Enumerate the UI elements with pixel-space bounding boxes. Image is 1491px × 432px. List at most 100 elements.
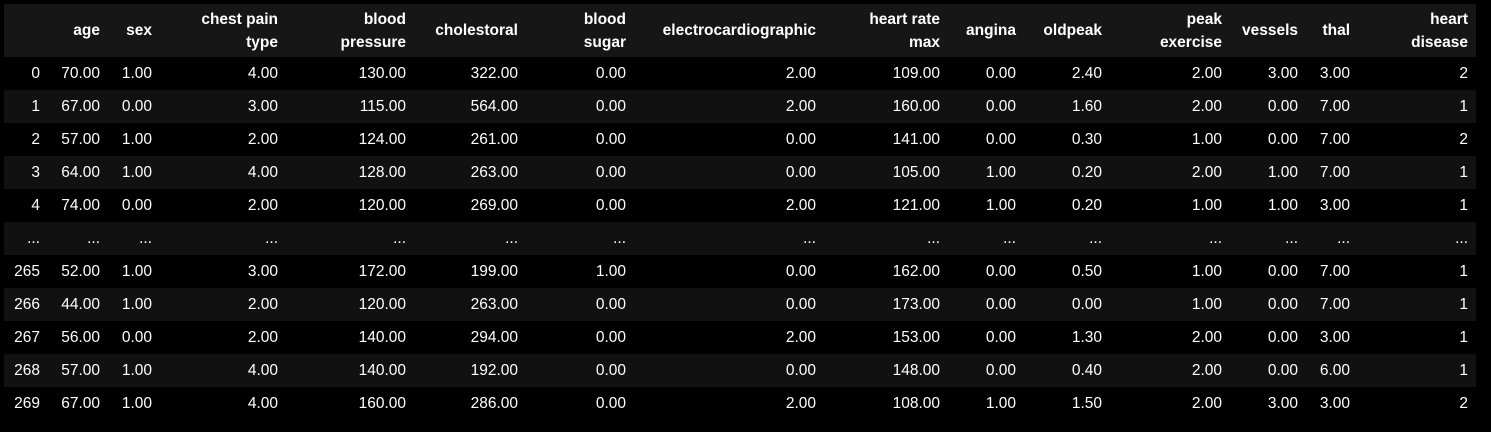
- table-cell: 115.00: [359, 97, 406, 115]
- table-cell: 2.00: [247, 328, 278, 346]
- table-cell: 1.00: [985, 196, 1016, 214]
- table-cell: 1.50: [1071, 394, 1102, 412]
- table-cell: 3.00: [1267, 64, 1298, 82]
- table-cell: 0.00: [785, 163, 816, 181]
- table-cell: 0.00: [985, 64, 1016, 82]
- table-cell: 74.00: [61, 196, 100, 214]
- table-row: 267 56.00 0.00 2.00 140.00 294.00 0.00 2.00 153.…: [4, 321, 1476, 354]
- table-cell: 7.00: [1319, 163, 1350, 181]
- table-row: 3 64.00 1.00 4.00 128.00 263.00 0.00 0.00 105.00…: [4, 156, 1476, 189]
- table-cell: 1.00: [121, 394, 152, 412]
- table-cell: 1: [1459, 196, 1468, 214]
- table-cell: ...: [139, 229, 152, 247]
- table-cell: 7.00: [1319, 130, 1350, 148]
- table-cell: ...: [927, 229, 940, 247]
- table-cell: 7.00: [1319, 97, 1350, 115]
- table-cell: 120.00: [358, 196, 406, 214]
- dataframe-table: age sex chest pain type blood pressure chole…: [4, 4, 1476, 420]
- table-cell: 3.00: [1319, 394, 1350, 412]
- table-cell: 172.00: [358, 262, 406, 280]
- table-cell: 1.00: [121, 64, 152, 82]
- table-cell: 1.00: [121, 163, 152, 181]
- table-cell: 140.00: [358, 328, 406, 346]
- table-cell: 3.00: [247, 262, 278, 280]
- table-cell: 3.00: [1319, 64, 1350, 82]
- table-cell: 67.00: [61, 394, 100, 412]
- table-cell: 7.00: [1319, 262, 1350, 280]
- table-cell: 1.00: [985, 163, 1016, 181]
- table-cell: 2.00: [247, 130, 278, 148]
- table-cell: 0.00: [595, 361, 626, 379]
- table-cell: 4.00: [247, 64, 278, 82]
- table-cell: 2.00: [1191, 328, 1222, 346]
- table-cell: 1.00: [985, 394, 1016, 412]
- column-header: cholestoral: [435, 22, 518, 39]
- table-cell: 64.00: [61, 163, 100, 181]
- row-index: ...: [27, 229, 40, 247]
- row-index: 3: [31, 163, 40, 181]
- table-cell: 0.00: [595, 163, 626, 181]
- table-cell: 0.00: [785, 262, 816, 280]
- table-cell: 3.00: [1319, 328, 1350, 346]
- table-cell: ...: [1337, 229, 1350, 247]
- table-cell: 56.00: [61, 328, 100, 346]
- row-index: 269: [14, 394, 40, 412]
- row-index: 265: [14, 262, 40, 280]
- table-cell: 263.00: [470, 295, 518, 313]
- table-cell: 2.00: [1191, 394, 1222, 412]
- table-cell: 160.00: [892, 97, 940, 115]
- table-cell: 52.00: [61, 262, 100, 280]
- table-cell: 0.00: [985, 262, 1016, 280]
- row-index: 0: [31, 64, 40, 82]
- table-body: 0 70.00 1.00 4.00 130.00 322.00 0.00 2.00 109.00…: [4, 57, 1476, 420]
- table-cell: 1: [1459, 163, 1468, 181]
- index-header: [4, 4, 48, 57]
- table-cell: 0.00: [985, 361, 1016, 379]
- table-cell: 67.00: [61, 97, 100, 115]
- table-cell: 1.30: [1071, 328, 1102, 346]
- table-cell: 2.00: [247, 196, 278, 214]
- table-cell: 124.00: [358, 130, 406, 148]
- table-cell: 153.00: [892, 328, 940, 346]
- table-cell: 192.00: [470, 361, 518, 379]
- table-cell: 0.00: [595, 328, 626, 346]
- table-cell: 1.60: [1071, 97, 1102, 115]
- table-cell: ...: [393, 229, 406, 247]
- table-cell: 160.00: [358, 394, 406, 412]
- table-cell: 1.00: [1191, 196, 1222, 214]
- row-index: 4: [31, 196, 40, 214]
- column-header: angina: [966, 22, 1016, 39]
- table-cell: 2.00: [785, 64, 816, 82]
- column-header: heart disease: [1411, 10, 1468, 51]
- table-cell: 0.00: [1267, 262, 1298, 280]
- column-header: sex: [126, 22, 152, 39]
- table-cell: 269.00: [470, 196, 518, 214]
- table-cell: 2.00: [1191, 163, 1222, 181]
- column-header: peak exercise: [1159, 10, 1222, 51]
- table-cell: 2.00: [785, 394, 816, 412]
- table-cell: 0.00: [985, 295, 1016, 313]
- table-cell: 120.00: [358, 295, 406, 313]
- table-cell: 0.00: [1267, 130, 1298, 148]
- table-cell: 1.00: [595, 262, 626, 280]
- row-index: 268: [14, 361, 40, 379]
- table-cell: ...: [1209, 229, 1222, 247]
- table-cell: 2.00: [1191, 361, 1222, 379]
- table-cell: 4.00: [247, 163, 278, 181]
- column-header: age: [73, 22, 100, 39]
- table-cell: 0.00: [1267, 97, 1298, 115]
- table-cell: 6.00: [1319, 361, 1350, 379]
- table-cell: 2: [1459, 394, 1468, 412]
- table-cell: 70.00: [61, 64, 100, 82]
- table-cell: 3.00: [247, 97, 278, 115]
- table-row: 268 57.00 1.00 4.00 140.00 192.00 0.00 0.00 148.…: [4, 354, 1476, 387]
- table-cell: 108.00: [892, 394, 940, 412]
- table-cell: 0.00: [1071, 295, 1102, 313]
- table-cell: 0.00: [985, 130, 1016, 148]
- table-cell: 1.00: [1191, 262, 1222, 280]
- table-cell: 0.00: [595, 97, 626, 115]
- table-cell: ...: [613, 229, 626, 247]
- table-cell: 1: [1459, 262, 1468, 280]
- table-cell: 7.00: [1319, 295, 1350, 313]
- table-cell: 2.00: [1191, 64, 1222, 82]
